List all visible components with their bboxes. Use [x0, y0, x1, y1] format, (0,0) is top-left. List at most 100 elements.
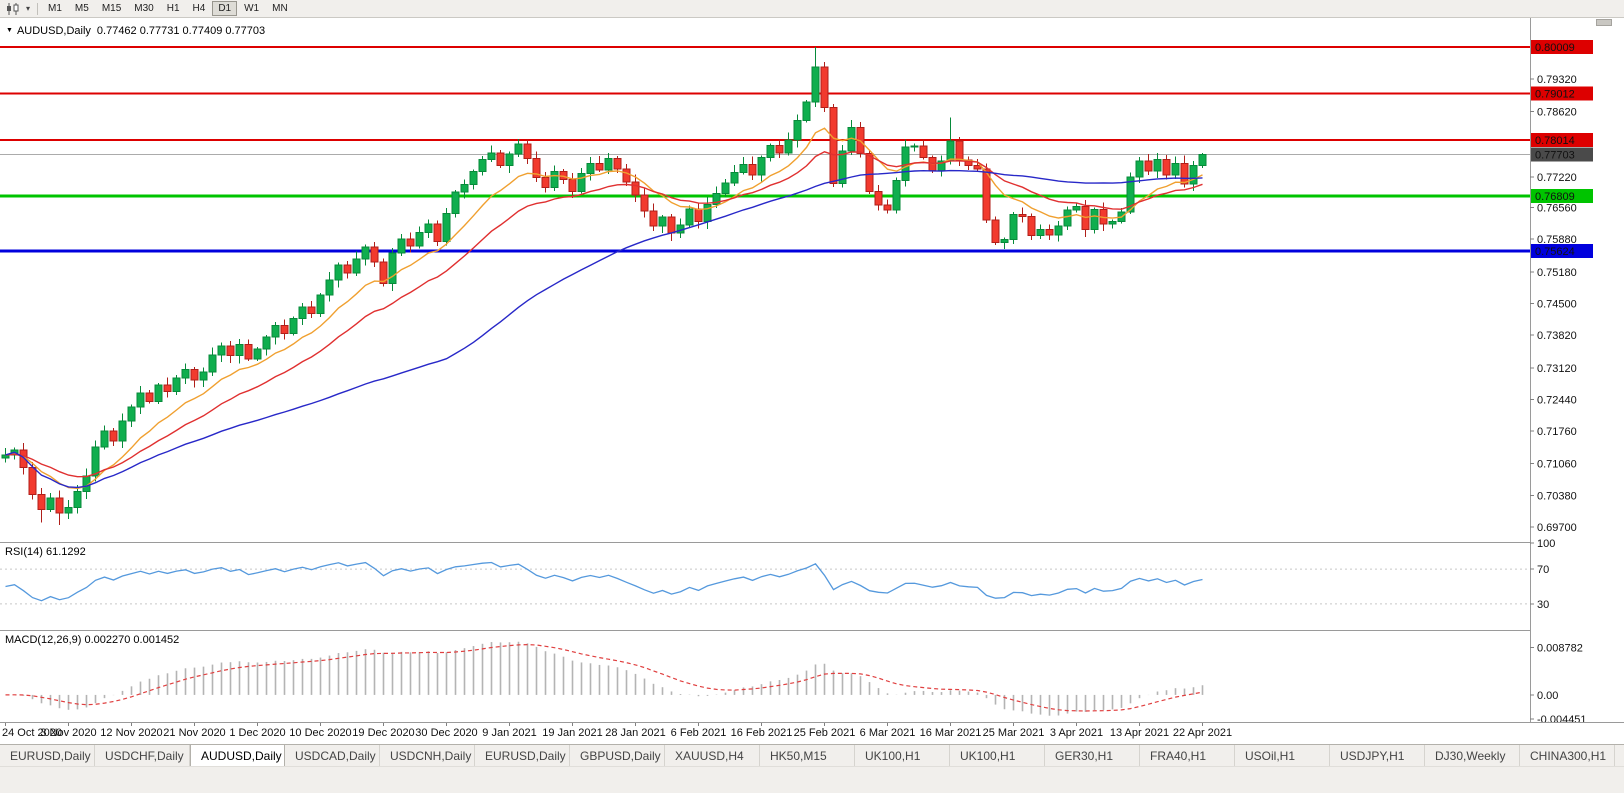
ma-sma50-line [5, 169, 1203, 489]
candle [388, 252, 397, 284]
candle [424, 223, 433, 233]
candlestick-chart-type-icon[interactable] [3, 2, 23, 16]
timeframe-button-h1[interactable]: H1 [166, 3, 180, 14]
ma-ema10-line [5, 127, 1203, 490]
date-label: 22 Apr 2021 [1173, 727, 1232, 739]
chart-tab-xauusd-h4[interactable]: XAUUSD,H4 [665, 745, 760, 766]
candle [55, 497, 64, 514]
date-label: 25 Mar 2021 [983, 727, 1045, 739]
chart-tab-fra40-h1[interactable]: FRA40,H1 [1140, 745, 1235, 766]
candle [586, 162, 595, 175]
price-badge-0.79012 [1531, 86, 1593, 101]
chart-tab-uk100-h1[interactable]: UK100,H1 [950, 745, 1045, 766]
price-tick-label: 0.76560 [1537, 203, 1577, 215]
chart-tab-usdcnh-daily[interactable]: USDCNH,Daily [380, 745, 475, 766]
candle [730, 172, 739, 184]
timeframe-button-w1[interactable]: W1 [244, 3, 260, 14]
candle [505, 153, 514, 167]
candle [514, 143, 523, 155]
chart-area[interactable]: 0.79320 0.78620 0.77220 0.76560 0.75880 0.751… [0, 18, 1624, 740]
chart-tab-eurusd-daily[interactable]: EURUSD,Daily [0, 745, 95, 766]
timeframe-button-m5[interactable]: M5 [74, 3, 89, 14]
chart-tab-usdchf-daily[interactable]: USDCHF,Daily [95, 745, 190, 766]
timeframe-button-h4[interactable]: H4 [192, 3, 206, 14]
candle [766, 145, 775, 159]
candle [793, 119, 802, 141]
chart-tab-uk100-h1[interactable]: UK100,H1 [855, 745, 950, 766]
candle [865, 153, 874, 193]
timeframe-button-m15[interactable]: M15 [101, 3, 122, 14]
candle [118, 420, 127, 442]
candle [937, 160, 946, 171]
price-tick-label: 0.75880 [1537, 234, 1577, 246]
chart-tab-china300-h1[interactable]: CHINA300,H1 [1520, 745, 1615, 766]
candle [361, 246, 370, 260]
current-price-badge-label: 0.77703 [1535, 149, 1575, 161]
price-tick-label: 0.70380 [1537, 490, 1577, 502]
candle [226, 345, 235, 357]
candle [748, 163, 757, 176]
candle [460, 183, 469, 193]
candle [667, 216, 676, 234]
chart-canvas[interactable]: 0.79320 0.78620 0.77220 0.76560 0.75880 0.751… [0, 18, 1624, 740]
candle [442, 213, 451, 243]
candles-layer [1, 46, 1207, 525]
candle [631, 181, 640, 196]
chart-tab-usdjpy-h1[interactable]: USDJPY,H1 [1330, 745, 1425, 766]
price-tick-label: 0.77220 [1537, 172, 1577, 184]
candle [1135, 160, 1144, 178]
candle [1126, 176, 1135, 213]
candle [1090, 208, 1099, 230]
timeframe-button-m30[interactable]: M30 [134, 3, 154, 14]
timeframe-button-m1[interactable]: M1 [48, 3, 62, 14]
chart-type-dropdown-icon[interactable]: ▾ [25, 4, 30, 13]
chart-tab-dj30-weekly[interactable]: DJ30,Weekly [1425, 745, 1520, 766]
candle [973, 165, 982, 170]
price-badge-0.80009-label: 0.80009 [1535, 42, 1575, 54]
chart-tab-u[interactable]: U [1615, 745, 1624, 766]
date-label: 30 Dec 2020 [415, 727, 477, 739]
timeframe-button-mn[interactable]: MN [272, 3, 288, 14]
candle [145, 392, 154, 402]
time-axis-bg[interactable] [0, 723, 1624, 740]
macd-tick-label: 0.00 [1537, 690, 1558, 702]
candle [1009, 214, 1018, 241]
candle [325, 279, 334, 296]
chart-tab-usdcad-daily[interactable]: USDCAD,Daily [285, 745, 380, 766]
chart-tab-audusd-daily[interactable]: AUDUSD,Daily [190, 745, 285, 766]
timeframe-button-d1[interactable]: D1 [212, 1, 238, 16]
chart-tab-gbpusd-daily[interactable]: GBPUSD,Daily [570, 745, 665, 766]
chart-tab-eurusd-daily[interactable]: EURUSD,Daily [475, 745, 570, 766]
price-tick-label: 0.78620 [1537, 107, 1577, 119]
macd-panel [5, 641, 1204, 716]
rsi-tick-label: 100 [1537, 538, 1555, 550]
chart-tab-usoil-h1[interactable]: USOil,H1 [1235, 745, 1330, 766]
candle [154, 384, 163, 402]
chart-tab-ger30-h1[interactable]: GER30,H1 [1045, 745, 1140, 766]
candle [829, 106, 838, 184]
price-tick-label: 0.74500 [1537, 299, 1577, 311]
candle [658, 216, 667, 227]
chart-tab-hk50-m15[interactable]: HK50,M15 [760, 745, 855, 766]
candle [946, 140, 955, 162]
chart-scrollbar-thumb[interactable] [1596, 19, 1612, 26]
candle [694, 208, 703, 223]
price-tick-label: 0.69700 [1537, 522, 1577, 534]
candle [523, 143, 532, 160]
chart-collapse-icon[interactable]: ▼ [6, 27, 13, 34]
candle [73, 491, 82, 509]
candle [100, 430, 109, 448]
candle [1162, 159, 1171, 176]
candle [613, 158, 622, 170]
candle [316, 294, 325, 314]
current-price-badge [1531, 147, 1593, 162]
candle [244, 344, 253, 360]
date-label: 3 Apr 2021 [1050, 727, 1103, 739]
candle [379, 261, 388, 284]
rsi-tick-label: 70 [1537, 564, 1549, 576]
timeframe-buttons: M1 M5 M15 M30 H1 H4 D1 W1 MN [42, 1, 294, 16]
ma-ema20-line [5, 151, 1203, 478]
candle [712, 193, 721, 205]
price-badge-0.79012-label: 0.79012 [1535, 88, 1575, 100]
